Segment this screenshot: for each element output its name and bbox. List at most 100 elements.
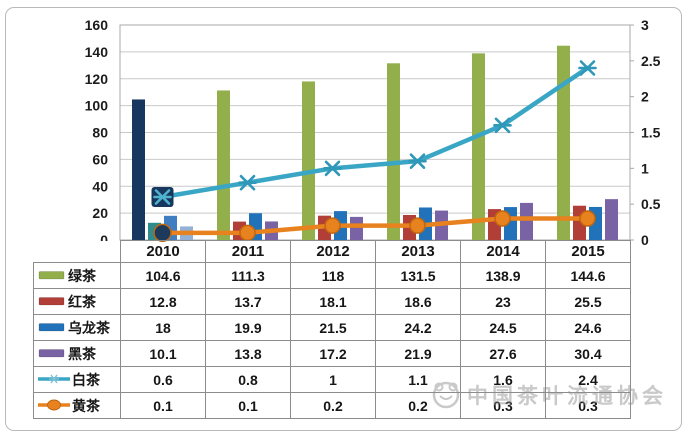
left-axis-tick: 80 [92,125,108,141]
left-axis-tick: 160 [85,17,109,33]
value-cell: 104.6 [120,262,206,289]
year-header: 2011 [205,240,291,263]
marker-asterisk-白茶 [238,174,257,191]
bar-黑茶 [605,199,618,240]
value-cell: 18 [120,314,206,341]
value-cell: 10.1 [120,340,206,367]
value-cell: 18.6 [375,288,461,315]
year-header: 2015 [545,240,631,263]
marker-asterisk-白茶 [578,60,597,76]
value-cell: 1.6 [460,366,546,393]
value-cell: 21.9 [375,340,461,367]
legend-cell: 乌龙茶 [33,314,121,341]
combo-chart-canvas: 160 140 120 100 80 60 40 20 0 3 2.5 2 1.5 1 0.5 0 [85,17,661,248]
right-axis-tick: 2 [641,89,649,105]
value-cell: 118 [290,262,376,289]
legend-cell: 黑茶 [33,340,121,367]
value-cell: 13.8 [205,340,291,367]
marker-asterisk-白茶 [493,117,512,134]
marker-asterisk-白茶 [323,160,342,177]
legend-label: 白茶 [72,371,100,388]
bar-绿茶 [557,45,570,240]
marker-asterisk-白茶 [408,153,427,169]
value-cell: 0.1 [120,392,206,419]
legend-label: 黄茶 [72,397,100,414]
series-row-乌龙茶: 乌龙茶 18 19.9 21.5 24.2 24.5 24.6 [33,314,631,341]
series-row-黄茶: 黄茶 0.1 0.1 0.2 0.2 0.3 0.3 [33,392,631,419]
year-header: 2014 [460,240,546,263]
value-cell: 19.9 [205,314,291,341]
value-cell: 27.6 [460,340,546,367]
series-row-白茶: 白茶 0.6 0.8 1 1.1 1.6 2.4 [33,366,631,393]
line-黄茶 [160,216,590,236]
bar-黑茶 [520,202,533,240]
legend-cell: 白茶 [33,366,121,393]
value-cell: 2.4 [545,366,631,393]
legend-swatch-bar-icon [38,346,66,362]
year-header: 2010 [120,240,206,263]
series-row-黑茶: 黑茶 10.1 13.8 17.2 21.9 27.6 30.4 [33,340,631,367]
value-cell: 138.9 [460,262,546,289]
marker-circle-黄茶 [153,223,172,243]
bar-黑茶 [350,216,363,240]
marker-asterisk-白茶 [153,189,172,205]
year-header-row: 2010 2011 2012 2013 2014 2015 [33,240,631,263]
value-cell: 0.2 [375,392,461,419]
corner-cell [33,240,121,263]
value-cell: 0.6 [120,366,206,393]
chart-data-table: 2010 2011 2012 2013 2014 2015 绿茶 104.6 111.3 118 1… [33,240,631,419]
right-axis-tick: 3 [641,17,649,33]
line-白茶 [160,65,590,200]
marker-circle-黄茶 [494,210,511,227]
bar-绿茶 [217,90,230,240]
value-cell: 24.2 [375,314,461,341]
legend-cell: 红茶 [33,288,121,315]
value-cell: 18.1 [290,288,376,315]
legend-swatch-asterisk-icon [36,372,72,388]
value-cell: 24.6 [545,314,631,341]
legend-swatch-circle-icon [36,398,72,414]
series-row-绿茶: 绿茶 104.6 111.3 118 131.5 138.9 144.6 [33,262,631,289]
right-axis-tick: 1.5 [641,125,661,141]
value-cell: 25.5 [545,288,631,315]
value-cell: 23 [460,288,546,315]
left-axis-tick: 140 [85,44,109,60]
value-cell: 1 [290,366,376,393]
left-axis-tick: 40 [92,178,108,194]
right-axis-tick: 2.5 [641,53,661,69]
left-axis-tick: 120 [85,71,109,87]
series-row-红茶: 红茶 12.8 13.7 18.1 18.6 23 25.5 [33,288,631,315]
year-header: 2012 [290,240,376,263]
year-header: 2013 [375,240,461,263]
bar-绿茶 [132,99,145,240]
value-cell: 111.3 [205,262,291,289]
value-cell: 0.2 [290,392,376,419]
marker-circle-黄茶 [324,217,341,234]
legend-cell: 绿茶 [33,262,121,289]
legend-label: 绿茶 [68,267,96,284]
left-axis-tick: 60 [92,151,108,167]
value-cell: 144.6 [545,262,631,289]
value-cell: 12.8 [120,288,206,315]
legend-label: 乌龙茶 [68,319,110,336]
right-axis-tick: 0.5 [641,196,661,212]
value-cell: 17.2 [290,340,376,367]
value-cell: 24.5 [460,314,546,341]
marker-circle-黄茶 [409,217,426,234]
bar-绿茶 [387,63,400,240]
value-cell: 0.1 [205,392,291,419]
bar-绿茶 [472,53,485,241]
legend-label: 红茶 [68,293,96,310]
legend-cell: 黄茶 [33,392,121,419]
right-axis-tick: 1 [641,160,649,176]
left-axis-tick: 20 [92,205,108,221]
value-cell: 131.5 [375,262,461,289]
legend-swatch-bar-icon [38,268,66,284]
value-cell: 0.3 [460,392,546,419]
value-cell: 1.1 [375,366,461,393]
right-axis-tick: 0 [641,232,649,248]
marker-circle-黄茶 [579,210,596,227]
value-cell: 21.5 [290,314,376,341]
value-cell: 0.8 [205,366,291,393]
value-cell: 30.4 [545,340,631,367]
